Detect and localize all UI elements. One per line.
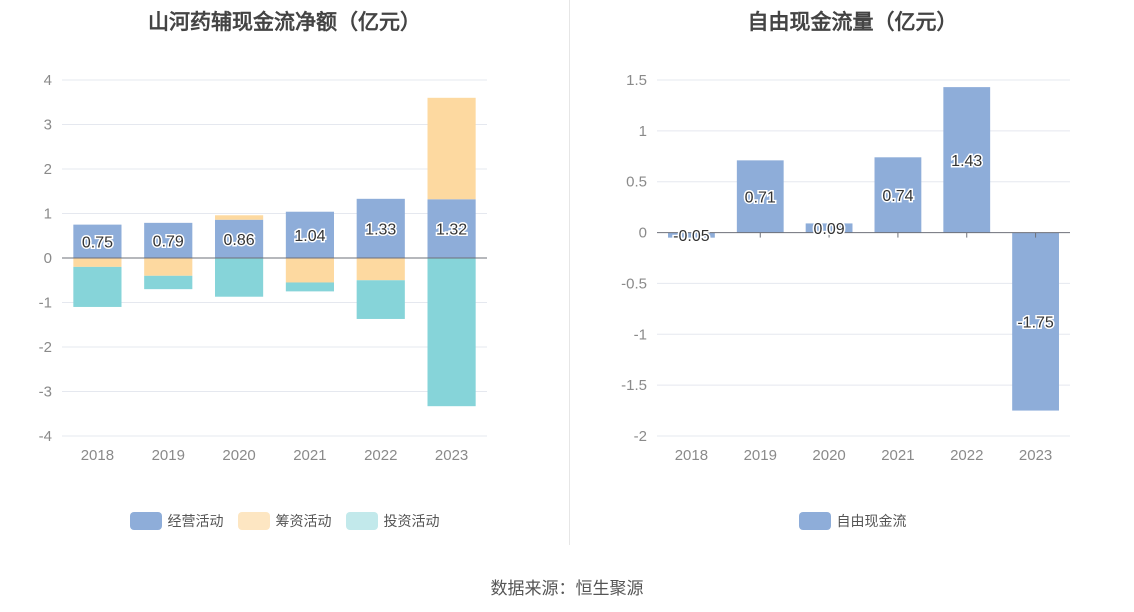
- legend-swatch-financing: [237, 512, 270, 530]
- y-tick-label: 1: [44, 206, 52, 223]
- y-tick-label: -1.5: [621, 377, 647, 394]
- legend-item-investing[interactable]: 投资活动: [345, 511, 440, 531]
- bar-operating: [73, 224, 122, 258]
- y-tick-label: 0.5: [626, 174, 647, 191]
- y-tick-label: -1: [39, 295, 52, 312]
- y-tick-label: 2: [44, 161, 52, 178]
- x-tick-label: 2022: [364, 447, 397, 464]
- x-tick-label: 2020: [222, 447, 255, 464]
- y-tick-label: -4: [39, 428, 52, 445]
- panel-divider: [569, 0, 570, 545]
- bar-operating: [356, 198, 405, 258]
- data-label: 0.79: [153, 233, 184, 250]
- legend: 经营活动 筹资活动 投资活动: [0, 511, 569, 531]
- data-label: 0.86: [224, 232, 255, 249]
- bar-investing: [73, 266, 122, 307]
- x-tick-label: 2023: [1019, 447, 1052, 464]
- bar-investing: [215, 258, 264, 297]
- y-tick-label: 1: [639, 123, 647, 140]
- legend-label: 投资活动: [383, 514, 440, 530]
- legend-swatch-operating: [129, 512, 162, 530]
- x-tick-label: 2022: [950, 447, 983, 464]
- bar-financing: [427, 97, 476, 200]
- bar-financing: [215, 215, 264, 220]
- bar-operating: [144, 222, 193, 258]
- x-tick-label: 2020: [812, 447, 845, 464]
- data-label: -0.05: [673, 228, 710, 245]
- bar-investing: [427, 258, 476, 407]
- legend-swatch-free-cashflow: [798, 512, 831, 530]
- chart-title: 山河药辅现金流净额（亿元）: [148, 10, 421, 34]
- free-cashflow-plot: 1.5 1 0.5 0 -0.5 -1 -1.5 -2 2018 2019 2020 2021 2022…: [621, 72, 1070, 464]
- legend-item-free-cashflow[interactable]: 自由现金流: [798, 511, 907, 531]
- legend-item-financing[interactable]: 筹资活动: [237, 511, 332, 531]
- bar-financing: [144, 258, 193, 276]
- bar-financing: [356, 258, 405, 281]
- data-label: 1.04: [294, 228, 325, 245]
- y-tick-label: -2: [39, 339, 52, 356]
- bar-free_cf: [805, 223, 853, 233]
- bar-free_cf: [874, 157, 922, 233]
- chart-title: 自由现金流量（亿元）: [747, 10, 958, 34]
- y-tick-label: 0: [639, 225, 647, 242]
- legend-label: 自由现金流: [836, 514, 907, 530]
- legend: 自由现金流: [571, 511, 1134, 531]
- source-note: 数据来源：恒生聚源: [490, 579, 644, 599]
- bar-operating: [427, 199, 476, 258]
- data-label: 1.33: [365, 221, 396, 238]
- y-tick-label: 1.5: [626, 72, 647, 89]
- bar-financing: [73, 258, 122, 267]
- data-label: 0.75: [82, 234, 113, 251]
- y-tick-label: -3: [39, 384, 52, 401]
- free-cashflow-chart: 自由现金流量（亿元） 1.5 1 0.5 0 -0.5 -1 -1.5 -2 2018 2019 2…: [571, 0, 1134, 545]
- data-label: 1.43: [951, 153, 982, 170]
- bar-free_cf: [736, 160, 784, 233]
- bar-financing: [285, 258, 334, 283]
- bar-investing: [144, 275, 193, 290]
- y-tick-label: -2: [634, 428, 647, 445]
- bar-operating: [285, 211, 334, 258]
- data-label: 0.74: [882, 188, 913, 205]
- legend-swatch-investing: [345, 512, 378, 530]
- cashflow-net-chart: 山河药辅现金流净额（亿元） 4 3 2 1 0 -1 -2 -3 -4 2018 2019 2020 2…: [0, 0, 569, 545]
- y-tick-label: -0.5: [621, 275, 647, 292]
- y-tick-label: -1: [634, 326, 647, 343]
- x-tick-label: 2018: [81, 447, 114, 464]
- legend-item-operating[interactable]: 经营活动: [129, 511, 224, 531]
- x-tick-label: 2023: [435, 447, 468, 464]
- bar-free_cf: [943, 87, 991, 233]
- y-tick-label: 0: [44, 250, 52, 267]
- x-tick-label: 2021: [881, 447, 914, 464]
- x-tick-label: 2019: [152, 447, 185, 464]
- y-tick-label: 4: [44, 72, 52, 89]
- x-tick-label: 2021: [293, 447, 326, 464]
- data-label: -1.75: [1017, 315, 1054, 332]
- x-tick-label: 2019: [744, 447, 777, 464]
- data-label: 1.32: [436, 222, 467, 239]
- x-tick-label: 2018: [675, 447, 708, 464]
- legend-label: 筹资活动: [275, 514, 332, 530]
- data-label: 0.09: [814, 221, 845, 238]
- bar-operating: [215, 219, 264, 258]
- y-tick-label: 3: [44, 117, 52, 134]
- bar-investing: [285, 282, 334, 292]
- data-label: 0.71: [745, 189, 776, 206]
- bar-free_cf: [1012, 232, 1059, 411]
- legend-label: 经营活动: [167, 514, 224, 530]
- bar-investing: [356, 280, 405, 319]
- cashflow-net-plot: 4 3 2 1 0 -1 -2 -3 -4 2018 2019 2020 2021 2022 2023 0.7…: [39, 72, 487, 464]
